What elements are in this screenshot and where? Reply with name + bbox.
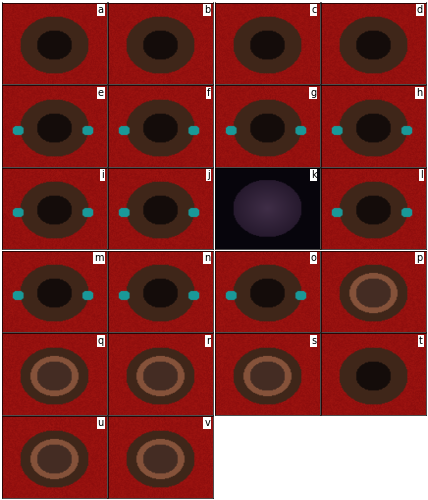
Text: f: f	[207, 88, 210, 98]
Text: v: v	[204, 418, 210, 428]
Text: a: a	[98, 5, 104, 15]
Text: q: q	[98, 336, 104, 346]
Text: e: e	[98, 88, 104, 98]
Text: t: t	[419, 336, 423, 346]
Text: g: g	[310, 88, 316, 98]
Text: n: n	[204, 253, 210, 263]
Text: d: d	[416, 5, 423, 15]
Text: m: m	[94, 253, 104, 263]
Text: b: b	[204, 5, 210, 15]
Text: h: h	[416, 88, 423, 98]
Text: o: o	[311, 253, 316, 263]
Text: c: c	[311, 5, 316, 15]
Text: j: j	[207, 170, 210, 180]
Text: i: i	[101, 170, 104, 180]
Text: k: k	[311, 170, 316, 180]
Text: l: l	[420, 170, 423, 180]
Text: p: p	[416, 253, 423, 263]
Text: s: s	[311, 336, 316, 346]
Text: r: r	[206, 336, 210, 346]
Text: u: u	[98, 418, 104, 428]
